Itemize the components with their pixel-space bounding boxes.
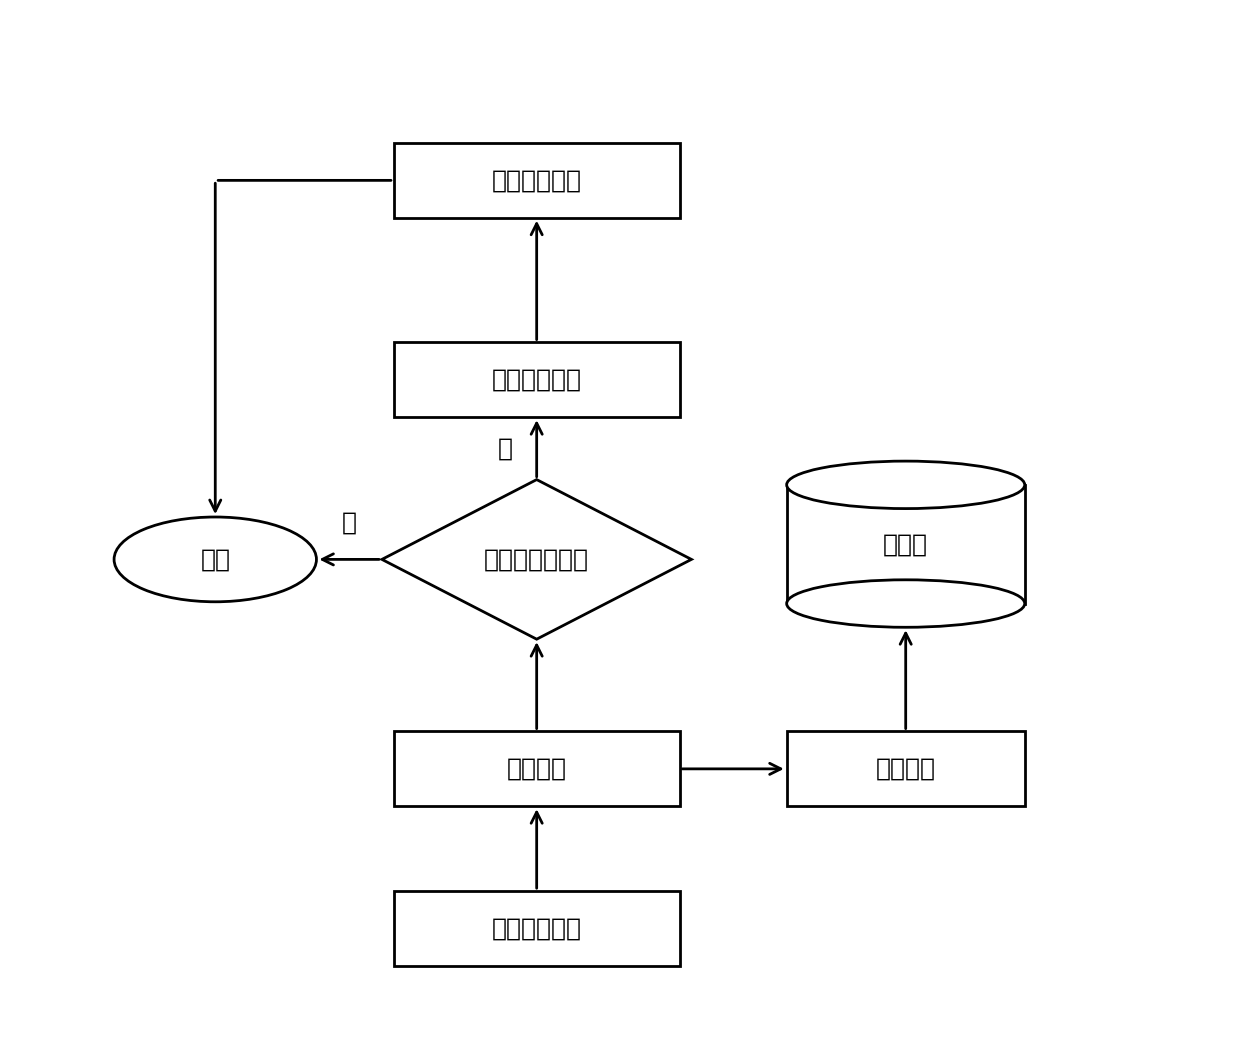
Bar xyxy=(394,143,680,218)
Ellipse shape xyxy=(786,580,1024,628)
Bar xyxy=(786,731,1024,806)
Text: 数据过滤: 数据过滤 xyxy=(507,756,567,781)
Text: 车辆碾压井盖: 车辆碾压井盖 xyxy=(492,916,582,940)
Polygon shape xyxy=(382,480,692,639)
Text: 否: 否 xyxy=(342,510,357,534)
Text: 保存数据: 保存数据 xyxy=(875,756,936,781)
Bar xyxy=(394,731,680,806)
Text: 结束: 结束 xyxy=(201,548,231,571)
Bar xyxy=(394,891,680,966)
Ellipse shape xyxy=(786,461,1024,508)
Text: 是否超过阈值？: 是否超过阈值？ xyxy=(484,548,589,571)
Text: 发送任务工单: 发送任务工单 xyxy=(492,368,582,392)
Text: 是: 是 xyxy=(498,436,513,460)
Bar xyxy=(394,343,680,418)
Ellipse shape xyxy=(114,517,316,602)
Text: 维护人员处理: 维护人员处理 xyxy=(492,168,582,192)
Text: 存储器: 存储器 xyxy=(883,532,929,556)
